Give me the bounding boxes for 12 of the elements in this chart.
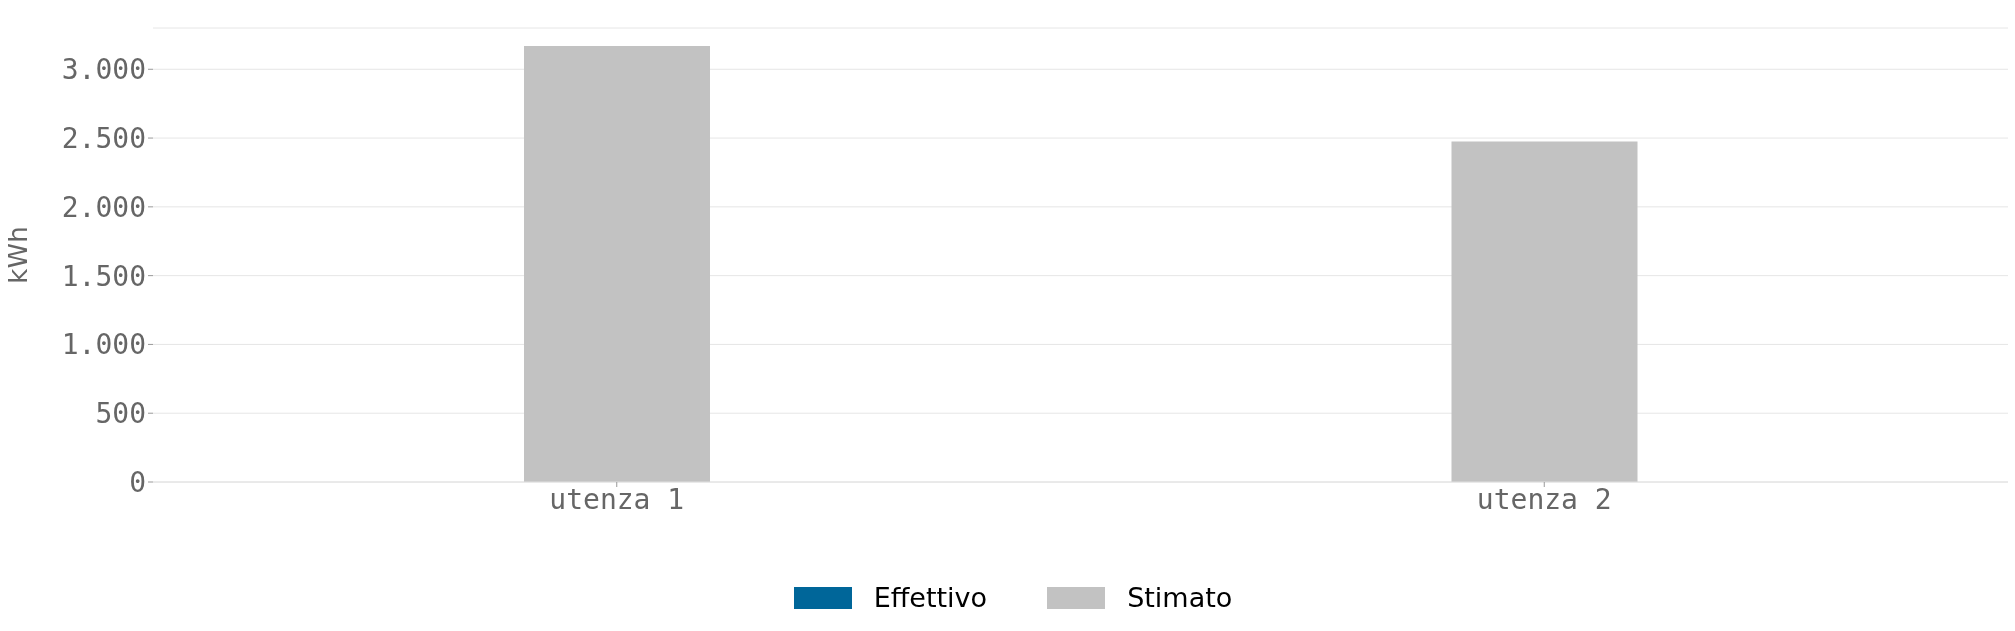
x-tick-label: utenza 1 [549, 482, 685, 516]
legend-label: Stimato [1127, 582, 1233, 613]
y-tick-label: 2.000 [61, 190, 146, 224]
legend-label: Effettivo [873, 582, 988, 613]
y-tick-label: 1.000 [61, 328, 146, 362]
y-tick-label: 1.500 [61, 259, 146, 293]
y-axis-title: kWh [3, 226, 34, 284]
y-tick-label: 0 [129, 465, 146, 499]
y-tick-label: 500 [95, 397, 146, 431]
x-tick-label: utenza 2 [1476, 482, 1612, 516]
y-tick-label: 3.000 [61, 53, 146, 87]
y-tick-label: 2.500 [61, 122, 146, 155]
